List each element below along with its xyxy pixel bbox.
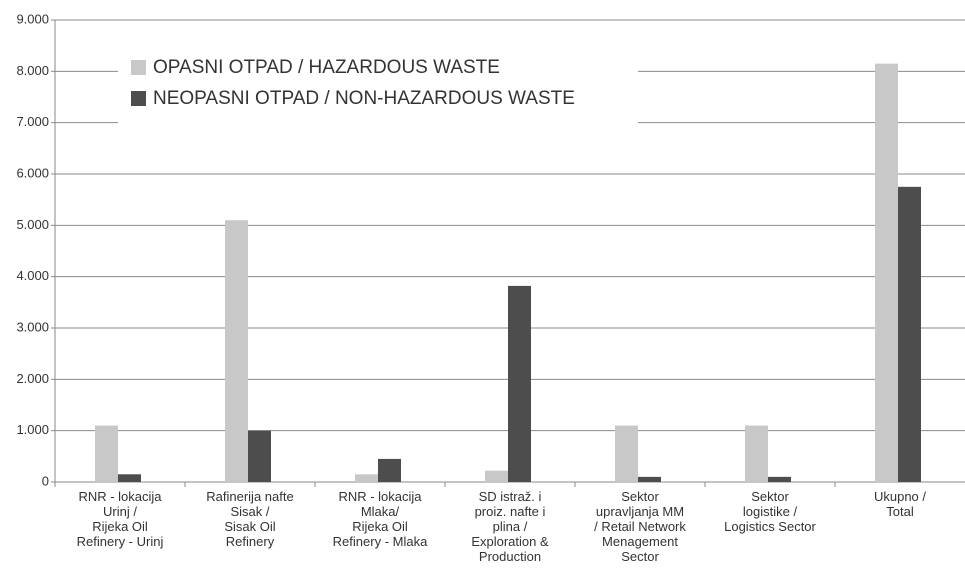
- y-tick-label: 2.000: [16, 371, 49, 386]
- x-tick-label: Sektor logistike / Logistics Sector: [724, 489, 816, 534]
- x-tick-label: SD istraž. i proiz. nafte i plina / Expl…: [471, 489, 549, 564]
- bar: [225, 220, 248, 482]
- x-tick-label: RNR - lokacija Urinj / Rijeka Oil Refine…: [76, 489, 164, 549]
- y-tick-label: 0: [42, 473, 49, 488]
- bar: [118, 474, 141, 482]
- bar: [485, 470, 508, 482]
- legend-label: NEOPASNI OTPAD / NON-HAZARDOUS WASTE: [153, 88, 575, 109]
- bar: [638, 476, 661, 482]
- legend-box: [118, 52, 638, 126]
- x-tick-label: Ukupno / Total: [873, 489, 927, 519]
- y-tick-label: 8.000: [16, 63, 49, 78]
- x-tick-label: Sektor upravljanja MM / Retail Network M…: [594, 489, 686, 564]
- y-tick-label: 4.000: [16, 268, 49, 283]
- bar: [508, 285, 531, 482]
- x-tick-label: RNR - lokacija Mlaka/ Rijeka Oil Refiner…: [332, 489, 428, 549]
- y-tick-label: 5.000: [16, 217, 49, 232]
- y-tick-label: 6.000: [16, 165, 49, 180]
- x-tick-label: Rafinerija nafte Sisak / Sisak Oil Refin…: [206, 489, 294, 549]
- y-tick-label: 1.000: [16, 422, 49, 437]
- bar: [95, 425, 118, 482]
- bar: [898, 186, 921, 483]
- legend-swatch: [131, 91, 146, 106]
- bar: [745, 425, 768, 482]
- bar: [378, 458, 401, 482]
- y-tick-label: 7.000: [16, 114, 49, 129]
- y-tick-label: 3.000: [16, 319, 49, 334]
- legend-swatch: [131, 60, 146, 75]
- bar: [875, 63, 898, 483]
- legend-label: OPASNI OTPAD / HAZARDOUS WASTE: [153, 57, 500, 78]
- y-tick-label: 9.000: [16, 11, 49, 26]
- bar: [615, 425, 638, 482]
- bar: [355, 474, 378, 482]
- bar: [248, 430, 271, 482]
- bar: [768, 476, 791, 482]
